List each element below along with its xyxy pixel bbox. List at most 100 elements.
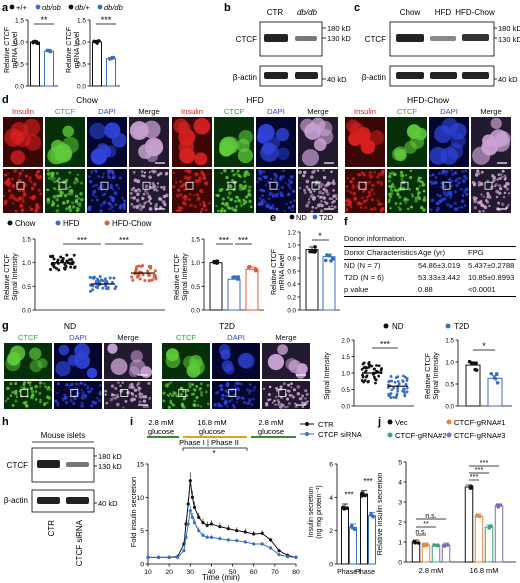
cell-blob: [119, 384, 122, 387]
cell-blob: [21, 169, 24, 172]
data-point: [392, 395, 396, 399]
data-point: [402, 387, 406, 391]
data-point: [362, 361, 366, 365]
micrograph-grid: Insulin CTCF DAPI Merge Insulin CTCF DAPI Merge…: [3, 107, 511, 213]
legend-dot: [446, 432, 452, 438]
cell-blob: [181, 196, 185, 199]
cell-blob: [418, 185, 422, 188]
cell-blob: [208, 202, 211, 205]
data-point: [72, 253, 76, 257]
cell-blob: [199, 203, 202, 206]
chart-a1: 0.0 0.5 1.0 1.5: [15, 18, 58, 91]
legend-dot: [312, 214, 318, 220]
chart-g1: 0.0 0.5 1.0 1.5 2.0 ***: [341, 338, 414, 410]
cell-blob: [128, 366, 140, 378]
cell-blob: [55, 361, 71, 377]
cell-blob: [113, 191, 118, 196]
cell-blob: [10, 129, 25, 145]
cell-blob: [279, 191, 283, 195]
cell-blob: [112, 393, 116, 397]
cell-blob: [75, 209, 79, 213]
cell-blob: [176, 193, 180, 198]
cell-blob: [506, 187, 509, 191]
cell-blob: [360, 139, 376, 155]
cell-blob: [291, 204, 295, 208]
cell-blob: [104, 190, 108, 193]
cell-blob: [423, 195, 426, 199]
cell-blob: [220, 404, 223, 408]
blot-band: [295, 72, 318, 79]
cell-blob: [449, 204, 453, 209]
data-point: [176, 555, 180, 559]
blot-band: [430, 36, 456, 41]
blot-band: [264, 72, 288, 79]
data-point: [269, 546, 273, 550]
legend-label: T2D: [454, 322, 469, 331]
blot-band: [66, 497, 89, 504]
data-point: [374, 378, 378, 382]
cell-blob: [285, 202, 288, 206]
cell-blob: [311, 205, 315, 209]
cell-blob: [498, 176, 502, 181]
cell-blob: [284, 181, 287, 185]
data-point: [360, 379, 364, 382]
chart-d2: 0.0 0.5 1.0 1.5 *** ***: [191, 235, 264, 315]
cell-blob: [258, 177, 263, 182]
cell-blob: [446, 203, 450, 207]
data-point: [253, 268, 258, 273]
cell-blob: [54, 187, 57, 191]
cell-blob: [389, 186, 393, 189]
cell-blob: [223, 169, 227, 173]
bar: [431, 545, 441, 563]
y-tick-label: 1.5: [341, 354, 350, 361]
legend-dot: [289, 214, 295, 220]
cell-blob: [180, 206, 184, 210]
cell-blob: [238, 183, 243, 188]
cell-blob: [441, 197, 445, 202]
y-tick-label: 0.0: [191, 308, 200, 315]
cell-blob: [73, 181, 77, 185]
cell-blob: [204, 390, 208, 394]
cell-blob: [54, 399, 58, 403]
cell-blob: [84, 394, 87, 397]
size-marker: 40 kD: [327, 75, 347, 84]
cell-blob: [56, 403, 60, 407]
cell-blob: [501, 175, 504, 179]
cell-blob: [380, 172, 385, 177]
cell-blob: [298, 170, 302, 175]
cell-blob: [290, 386, 293, 389]
data-point: [188, 509, 192, 513]
data-point: [392, 386, 396, 390]
cell-blob: [141, 395, 145, 399]
data-point: [143, 279, 147, 283]
cell-blob: [224, 364, 235, 375]
cell-blob: [3, 194, 6, 198]
table-row: p value 0.88 <0.0001: [344, 284, 516, 297]
channel-label: Merge: [138, 107, 160, 116]
cell-blob: [56, 382, 60, 386]
data-point: [493, 376, 498, 381]
cell-blob: [367, 193, 372, 198]
cell-blob: [140, 366, 152, 378]
cell-blob: [67, 192, 71, 196]
cell-blob: [14, 381, 18, 385]
cell-blob: [109, 185, 113, 190]
data-point: [146, 555, 150, 559]
cell-blob: [184, 175, 188, 180]
cell-blob: [137, 386, 140, 390]
cell-blob: [50, 177, 55, 181]
cell-blob: [289, 180, 293, 184]
cell-blob: [322, 175, 327, 180]
cell-blob: [94, 195, 98, 199]
cell-blob: [305, 179, 310, 184]
cell-blob: [419, 176, 422, 180]
cell-blob: [114, 387, 118, 390]
cell-blob: [221, 393, 225, 398]
y-axis-label: mRNA level: [279, 253, 286, 290]
row-label: β-actin: [362, 73, 386, 82]
data-point: [389, 375, 393, 378]
cell-blob: [217, 402, 221, 406]
bar: [44, 50, 54, 87]
cell-blob: [34, 384, 38, 389]
cell-blob: [394, 201, 398, 206]
